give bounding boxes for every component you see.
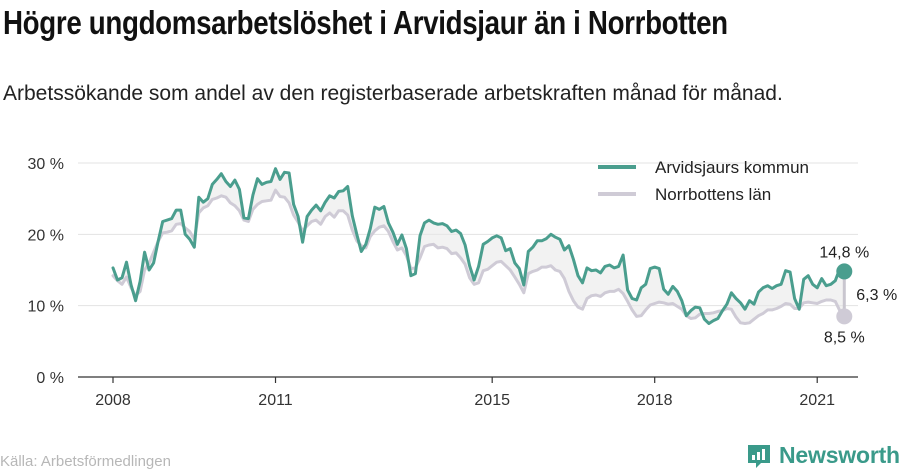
end-point-norrbotten [836, 308, 853, 325]
x-tick-label: 2008 [95, 392, 131, 409]
end-label-norrbotten: 8,5 % [824, 329, 865, 346]
brand-name: Newsworthy [779, 442, 900, 468]
x-tick-label: 2018 [637, 392, 673, 409]
series-lines [111, 167, 846, 325]
end-label-arvidsjaur: 14,8 % [819, 244, 869, 261]
x-tick-label: 2015 [474, 392, 510, 409]
end-point-arvidsjaur [836, 263, 853, 280]
end-annotations: 14,8 % 8,5 % 6,3 % [819, 244, 897, 346]
y-tick-label: 20 % [28, 227, 64, 244]
difference-label: 6,3 % [856, 287, 897, 304]
legend-label: Arvidsjaurs kommun [655, 158, 809, 177]
y-axis-tick-labels: 0 % 10 % 20 % 30 % [28, 156, 64, 387]
x-tick-label: 2011 [258, 392, 293, 409]
newsworthy-logo-icon [748, 444, 770, 468]
source-note: Källa: Arbetsförmedlingen [0, 453, 171, 470]
legend: Arvidsjaurs kommun Norrbottens län [598, 158, 809, 204]
chart-title: Högre ungdomsarbetslöshet i Arvidsjaur ä… [3, 4, 728, 41]
y-tick-label: 0 % [36, 370, 64, 387]
newsworthy-logo[interactable]: Newsworthy [746, 442, 900, 469]
series-line-arvidsjaur [111, 167, 846, 325]
legend-label: Norrbottens län [655, 185, 771, 204]
chart-subtitle: Arbetssökande som andel av den registerb… [3, 82, 783, 105]
y-tick-label: 30 % [28, 156, 64, 173]
x-tick-label: 2021 [799, 392, 835, 409]
y-tick-label: 10 % [28, 299, 64, 316]
x-axis: 2008 2011 2015 2018 2021 [78, 376, 858, 409]
